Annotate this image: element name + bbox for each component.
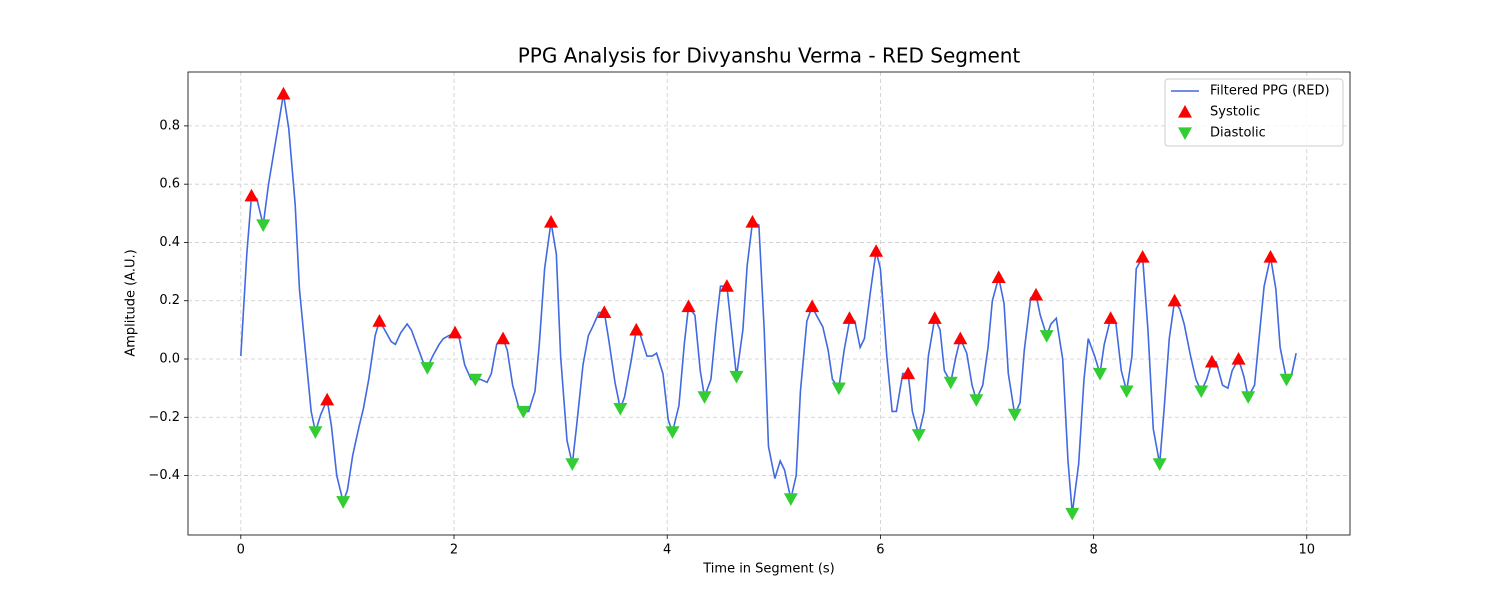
peak-marker	[448, 325, 463, 339]
peak-marker	[1152, 458, 1167, 471]
peak-marker	[1092, 367, 1107, 381]
peak-marker	[1167, 293, 1182, 307]
peak-marker	[1231, 352, 1246, 365]
peak-marker	[911, 429, 926, 442]
peak-marker	[1103, 311, 1118, 324]
x-tick-label: 0	[237, 543, 245, 558]
legend-swatch	[1178, 127, 1192, 140]
peak-marker	[697, 391, 712, 404]
peak-marker	[745, 215, 760, 228]
y-tick-label: 0.4	[159, 235, 180, 250]
peak-marker	[244, 188, 259, 202]
legend: Filtered PPG (RED) Systolic Diastolic	[1164, 78, 1344, 147]
x-tick-label: 8	[1089, 543, 1097, 558]
peak-marker	[991, 270, 1006, 284]
peak-marker	[729, 370, 744, 384]
y-tick-label: −0.2	[148, 410, 180, 425]
peak-marker	[1029, 287, 1044, 301]
peak-marker	[783, 493, 798, 506]
peak-marker	[1039, 330, 1054, 343]
peak-marker	[544, 215, 559, 228]
x-tick-label: 4	[663, 543, 671, 558]
y-axis-label: Amplitude (A.U.)	[124, 249, 139, 356]
peak-marker	[1279, 373, 1294, 387]
x-tick-label: 2	[450, 543, 458, 558]
peak-marker	[565, 458, 580, 471]
legend-label: Diastolic	[1210, 126, 1266, 141]
peak-marker	[1135, 250, 1150, 263]
peak-marker	[1065, 507, 1080, 521]
x-tick-label: 6	[876, 543, 884, 558]
legend-label: Systolic	[1210, 105, 1260, 120]
peak-marker	[1194, 385, 1209, 399]
peak-marker	[681, 299, 696, 313]
peak-marker	[1204, 354, 1219, 368]
peak-marker	[969, 394, 984, 407]
peak-marker	[468, 373, 483, 387]
plot-frame	[187, 71, 1351, 536]
x-tick-label: 10	[1299, 543, 1316, 558]
chart-title: PPG Analysis for Divyanshu Verma - RED S…	[518, 44, 1021, 68]
peak-marker	[805, 299, 820, 313]
y-tick-label: 0.0	[159, 352, 180, 367]
legend-label: Filtered PPG (RED)	[1210, 84, 1330, 99]
peak-marker	[719, 279, 734, 292]
ppg-line	[240, 93, 1297, 514]
peak-marker	[1241, 391, 1256, 404]
peak-marker	[869, 244, 884, 257]
legend-box	[1164, 78, 1344, 147]
legend-swatch	[1178, 105, 1192, 118]
y-tick-label: 0.6	[159, 177, 180, 192]
peak-marker	[901, 366, 916, 380]
peak-marker	[308, 426, 323, 439]
peak-marker	[1119, 385, 1134, 399]
peak-marker	[516, 405, 531, 419]
y-tick-label: −0.4	[148, 468, 180, 483]
peak-marker	[613, 402, 628, 416]
peak-marker	[320, 392, 335, 406]
peak-marker	[842, 311, 857, 324]
y-tick-label: 0.2	[159, 293, 180, 308]
peak-marker	[256, 219, 271, 232]
peak-marker	[597, 305, 612, 318]
peak-marker	[927, 311, 942, 324]
peak-marker	[953, 331, 968, 345]
peak-marker	[629, 322, 644, 336]
peak-marker	[665, 426, 680, 439]
peak-marker	[420, 362, 435, 375]
x-axis-label: Time in Segment (s)	[702, 562, 834, 577]
peak-marker	[831, 382, 846, 396]
peak-marker	[276, 86, 291, 100]
peak-marker	[1007, 408, 1022, 422]
peak-marker	[336, 496, 351, 509]
peak-marker	[496, 331, 511, 345]
peak-marker	[372, 314, 387, 327]
peak-marker	[1263, 250, 1278, 263]
y-tick-label: 0.8	[159, 118, 180, 133]
peak-marker	[943, 376, 958, 390]
